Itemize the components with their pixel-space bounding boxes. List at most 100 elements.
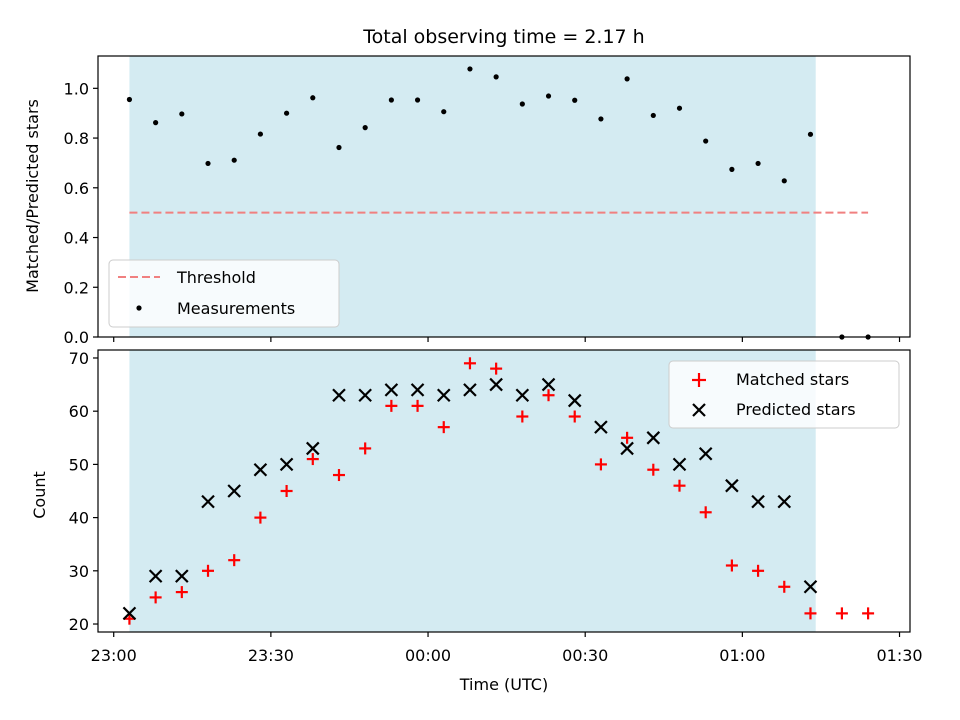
measurement-point (781, 178, 787, 184)
predicted-star-marker (332, 388, 346, 403)
predicted-marker-b (541, 377, 556, 392)
matched-star-marker (699, 506, 712, 519)
matched-star-marker (647, 463, 660, 476)
legend-matched-label: Matched stars (736, 370, 849, 389)
predicted-star-marker (463, 383, 477, 397)
bottom-panel: 20 30 40 50 60 70 23:00 23:30 00:00 00:30 01:00 01:… (30, 349, 923, 694)
predicted-star-marker (436, 388, 451, 403)
predicted-star-marker (620, 441, 634, 456)
predicted-star-marker (698, 446, 713, 461)
predicted-stars-series (122, 377, 818, 621)
matched-star-marker (437, 421, 450, 434)
predicted-star-marker (672, 457, 687, 472)
measurement-point (336, 144, 342, 151)
legend-measurements-swatch (136, 305, 142, 311)
measurement-point (729, 166, 735, 172)
top-y-tick-label: 0.2 (64, 278, 89, 297)
measurement-point (467, 66, 473, 72)
chart-title: Total observing time = 2.17 h (362, 26, 644, 48)
x-tick-label: 00:30 (562, 646, 608, 665)
predicted-marker-b (279, 457, 294, 472)
matched-star-marker (254, 511, 267, 524)
matched-star-marker (411, 399, 424, 412)
measurement-point (755, 160, 761, 167)
predicted-marker-b (410, 383, 425, 397)
top-y-axis-label: Matched/Predicted stars (23, 99, 42, 293)
measurement-point (703, 138, 709, 144)
predicted-marker-b (620, 441, 634, 456)
matched-star-marker (804, 607, 817, 620)
measurement-point (362, 125, 368, 131)
predicted-star-marker (777, 494, 792, 509)
predicted-star-marker (515, 388, 530, 403)
legend-matched-swatch (692, 373, 706, 387)
predicted-marker-b (567, 393, 582, 408)
predicted-marker-b (803, 579, 818, 594)
measurement-point (283, 110, 290, 116)
matched-star-marker (306, 453, 319, 466)
top-y-tick-label: 0.0 (64, 328, 89, 347)
predicted-star-marker (803, 579, 818, 594)
predicted-marker-b (725, 478, 739, 493)
matched-star-marker (725, 559, 738, 572)
measurement-point (545, 93, 552, 99)
bottom-y-tick-label: 30 (69, 562, 89, 581)
matched-star-marker (149, 591, 162, 604)
predicted-star-marker (489, 377, 503, 392)
predicted-marker-b (253, 462, 268, 477)
top-y-tick-label: 0.4 (64, 229, 89, 248)
bottom-panel-frame (97, 349, 911, 633)
predicted-marker-b (515, 388, 530, 403)
bottom-legend-box (668, 360, 900, 429)
measurement-point (598, 116, 604, 122)
matched-star-marker (594, 458, 607, 471)
top-axis-ticks: 0.0 0.2 0.4 0.6 0.8 1.0 (64, 79, 901, 347)
bottom-legend: Matched stars Predicted stars (668, 360, 900, 429)
predicted-star-marker (201, 494, 215, 509)
bottom-y-axis-label: Count (30, 471, 49, 519)
measurement-point (231, 157, 237, 163)
bottom-axis-ticks: 20 30 40 50 60 70 23:00 23:30 00:00 00:30 01:00 01:… (69, 349, 923, 665)
matched-stars-series (123, 357, 875, 625)
predicted-star-marker (725, 478, 739, 493)
top-y-tick-label: 0.6 (64, 179, 89, 198)
top-panel: 0.0 0.2 0.4 0.6 0.8 1.0 Matched/Predicted sta… (23, 55, 911, 347)
predicted-star-marker (175, 569, 189, 583)
predicted-marker-b (227, 484, 241, 498)
predicted-marker-b (306, 441, 320, 456)
predicted-star-marker (646, 431, 661, 445)
predicted-marker-b (594, 420, 608, 434)
bottom-y-tick-label: 70 (69, 349, 89, 368)
predicted-star-marker (279, 457, 294, 472)
matched-star-marker (228, 554, 241, 567)
predicted-star-marker (253, 462, 268, 477)
matched-star-marker (752, 564, 765, 577)
x-tick-label: 23:30 (248, 646, 294, 665)
predicted-marker-b (751, 494, 765, 509)
predicted-marker-b (463, 383, 477, 397)
measurement-point (650, 112, 656, 119)
predicted-marker-b (777, 494, 792, 509)
matched-star-marker (673, 479, 686, 492)
matched-star-marker (778, 580, 791, 593)
predicted-marker-b (175, 569, 189, 583)
measurement-point (624, 76, 630, 82)
legend-predicted-label: Predicted stars (736, 400, 856, 419)
x-tick-label: 23:00 (91, 646, 137, 665)
x-tick-label: 01:00 (719, 646, 765, 665)
measurement-point (414, 97, 421, 103)
predicted-star-marker (410, 383, 425, 397)
matched-star-marker (175, 586, 188, 599)
legend-measurements-label: Measurements (177, 299, 295, 318)
bottom-y-tick-label: 20 (69, 615, 89, 634)
matched-star-marker (280, 485, 293, 497)
legend-threshold-label: Threshold (176, 268, 256, 287)
measurement-point (572, 97, 578, 103)
predicted-marker-b (122, 606, 137, 621)
measurement-point (310, 95, 316, 101)
measurement-point (126, 96, 133, 103)
matched-star-marker (862, 607, 875, 620)
top-panel-frame (97, 55, 911, 338)
predicted-star-marker (148, 569, 163, 583)
